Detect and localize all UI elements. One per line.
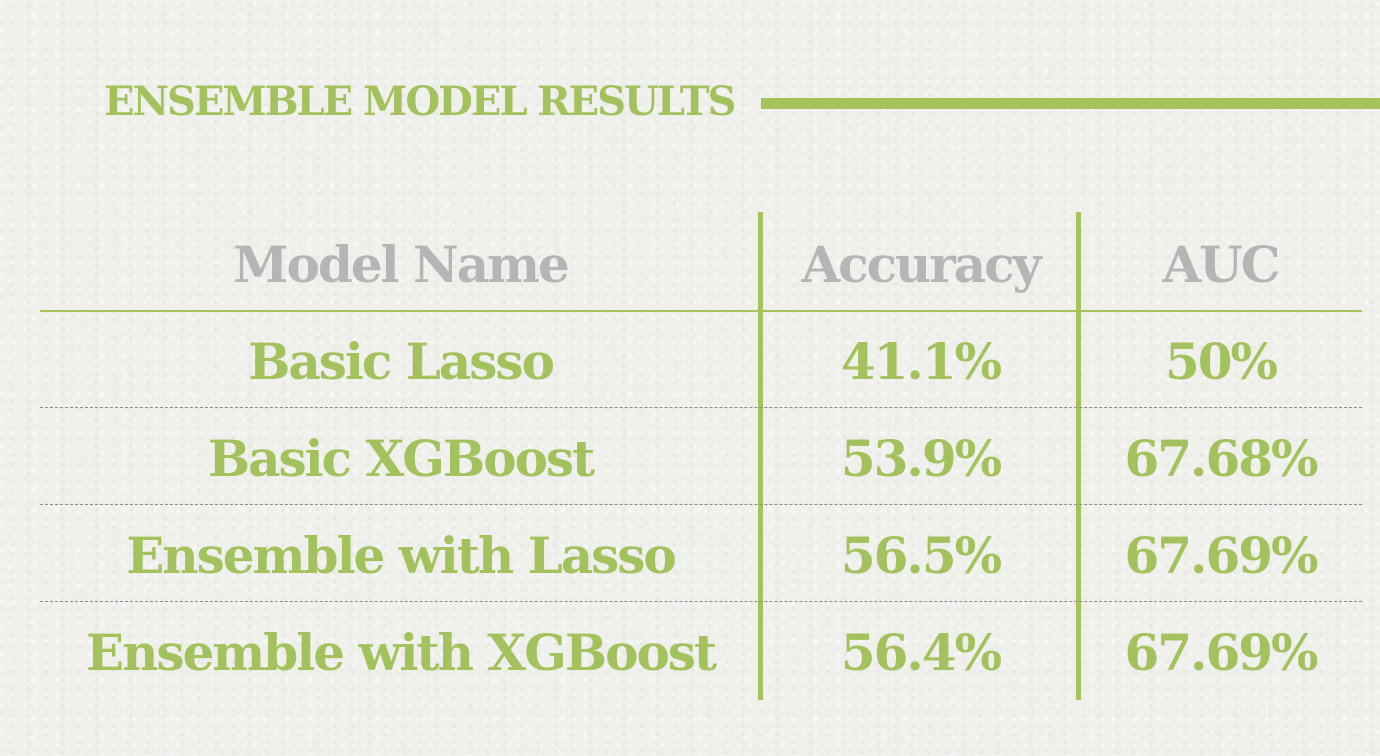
header-divider xyxy=(40,310,1362,312)
row-accuracy: 56.4% xyxy=(840,622,1002,682)
row-auc: 50% xyxy=(1164,331,1278,391)
header-model-name: Model Name xyxy=(233,234,570,294)
row-accuracy: 41.1% xyxy=(840,331,1002,391)
column-divider-1 xyxy=(758,212,763,700)
row-auc: 67.68% xyxy=(1124,428,1318,488)
row-auc: 67.69% xyxy=(1124,622,1318,682)
slide-title: ENSEMBLE MODEL RESULTS xyxy=(104,78,736,125)
column-divider-2 xyxy=(1076,212,1081,700)
row-accuracy: 56.5% xyxy=(840,525,1002,585)
row-accuracy: 53.9% xyxy=(840,428,1002,488)
row-model-name: Ensemble with XGBoost xyxy=(85,622,717,682)
row-model-name: Basic XGBoost xyxy=(207,428,595,488)
row-divider xyxy=(40,504,1362,505)
title-accent-rule xyxy=(761,98,1380,109)
header-accuracy: Accuracy xyxy=(801,234,1041,294)
row-divider xyxy=(40,601,1362,602)
row-divider xyxy=(40,407,1362,408)
header-auc: AUC xyxy=(1162,234,1280,294)
row-auc: 67.69% xyxy=(1124,525,1318,585)
row-model-name: Ensemble with Lasso xyxy=(126,525,677,585)
row-model-name: Basic Lasso xyxy=(248,331,555,391)
